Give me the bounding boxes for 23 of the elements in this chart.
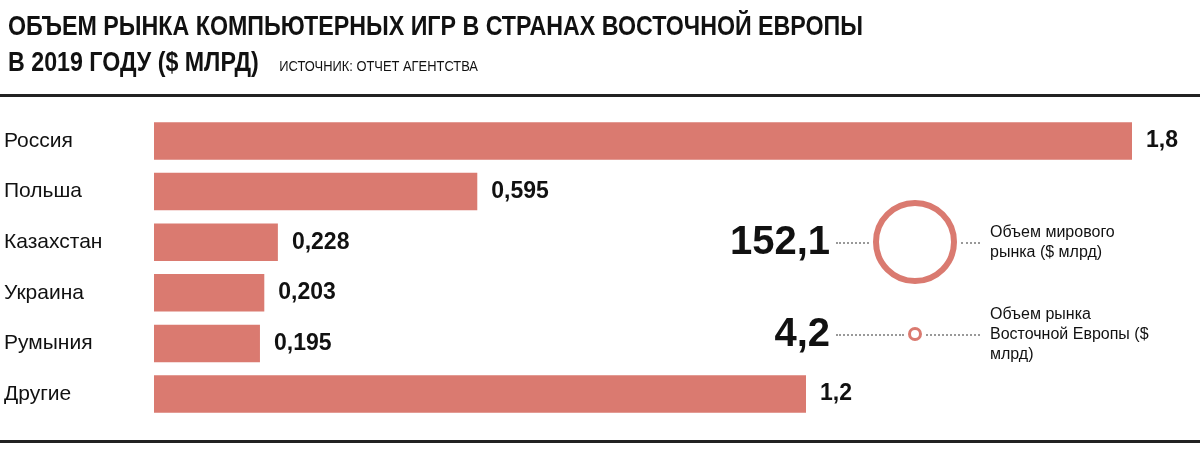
y-tick-label: Россия (4, 127, 73, 151)
data-label: 0,595 (491, 176, 550, 203)
bar (154, 274, 265, 312)
bar (154, 223, 278, 261)
data-label: 0,203 (278, 278, 336, 305)
data-label: 152,1 (729, 218, 830, 263)
bar (154, 172, 478, 211)
category-label: Объем мирового рынка ($ млрд) (990, 222, 1116, 262)
y-tick-label: Казахстан (4, 228, 103, 252)
bar (154, 122, 1132, 160)
data-label: 4,2 (774, 310, 830, 355)
category-label: Объем рынка Восточной Европы ($ млрд) (990, 304, 1150, 364)
y-tick-label: Другие (4, 380, 72, 404)
y-tick-label: Румыния (4, 330, 93, 354)
data-label: 0,228 (291, 227, 350, 254)
y-tick-label: Польша (4, 178, 83, 202)
bar (154, 324, 260, 363)
data-label: 1,8 (1146, 126, 1179, 153)
y-tick-label: Украина (4, 279, 85, 303)
data-label: 1,2 (820, 379, 852, 406)
text: ИСТОЧНИК: ОТЧЕТ АГЕНТСТВА (279, 57, 478, 74)
bar (154, 375, 806, 413)
data-label: 0,195 (273, 328, 332, 355)
